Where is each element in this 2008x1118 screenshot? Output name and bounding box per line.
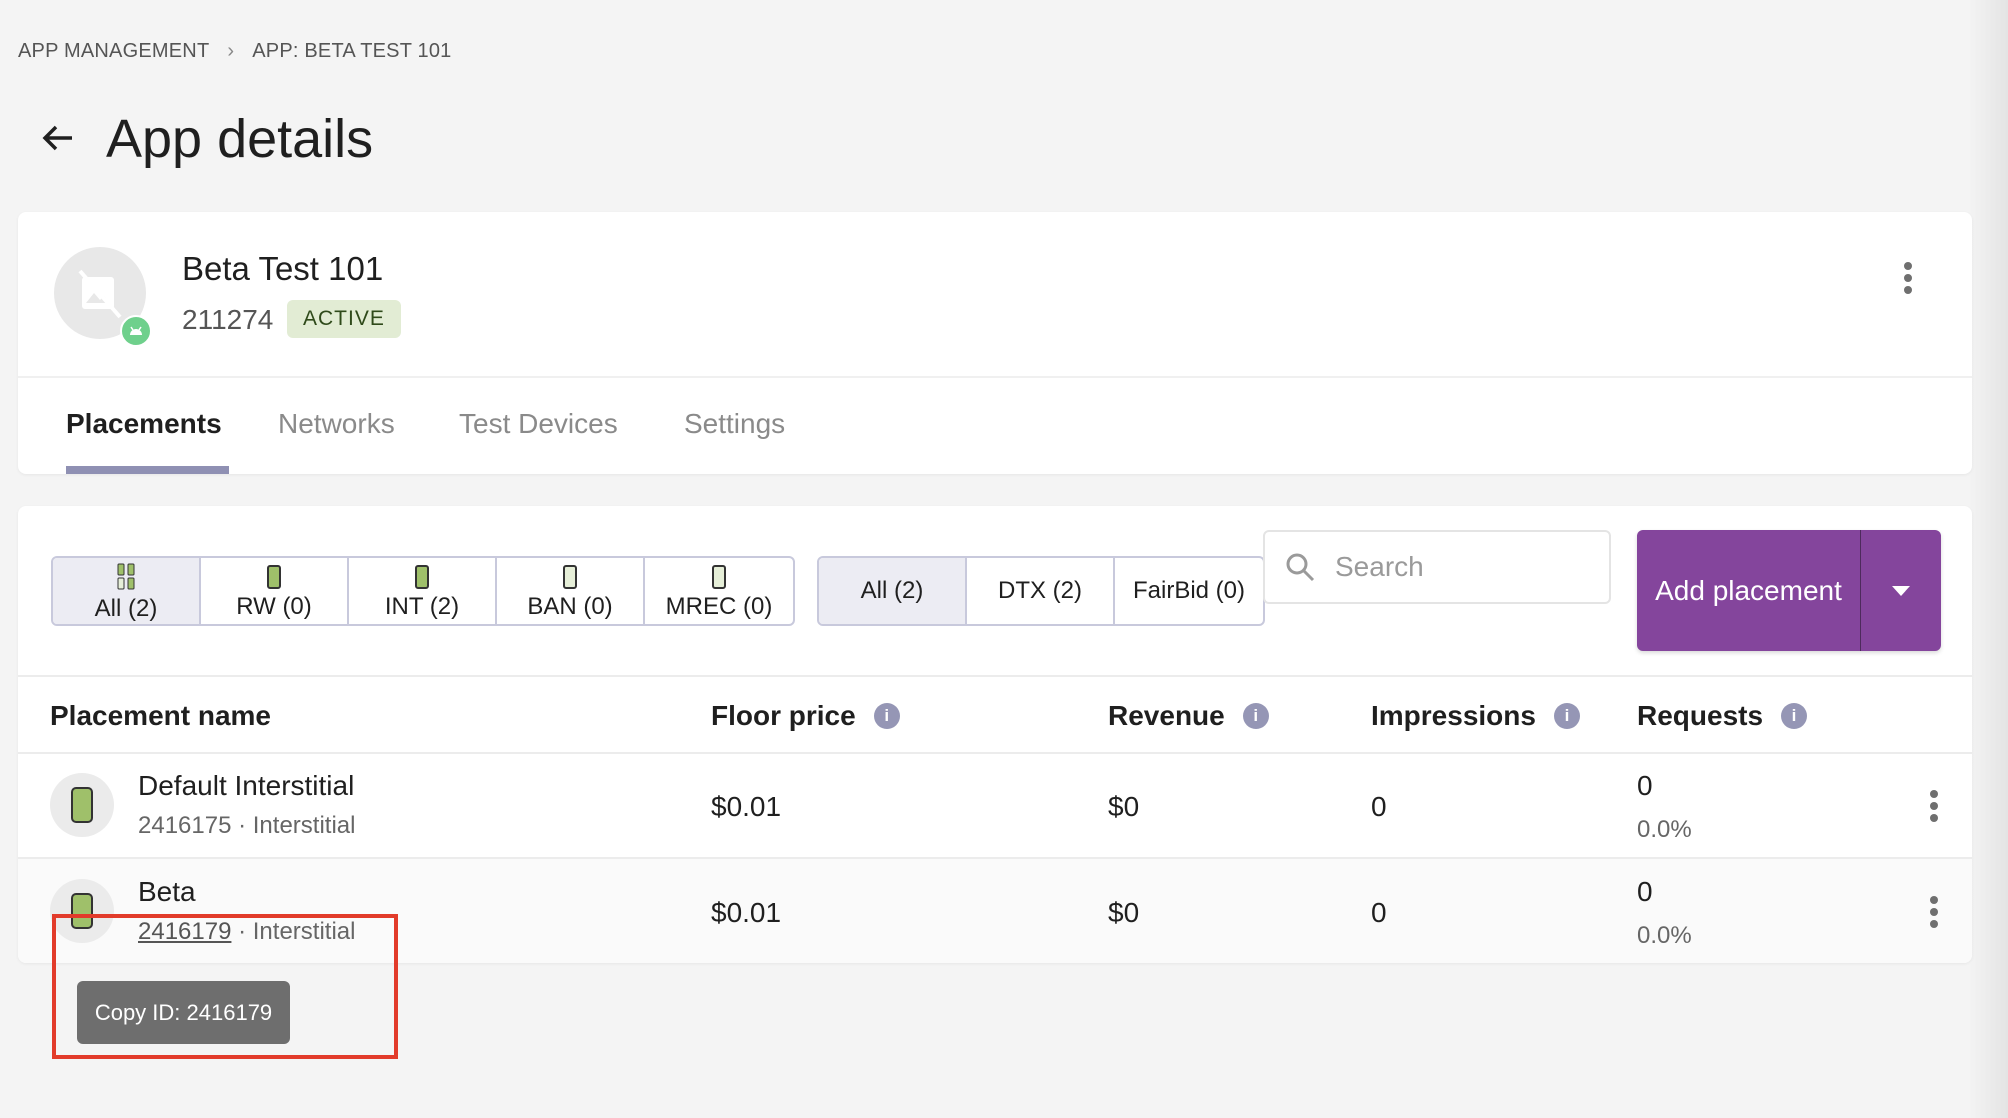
requests-percent: 0.0% [1637,816,1692,843]
highlight-box [52,914,398,1059]
placement-meta: 2416179 · Interstitial [138,918,356,945]
mrec-icon [712,565,726,589]
copy-id-tooltip: Copy ID: 2416179 [77,981,290,1044]
column-label: Placement name [50,700,271,731]
filter-all[interactable]: All (2) [53,558,201,624]
column-header-name[interactable]: Placement name [50,700,271,732]
row-more-menu-icon[interactable] [1924,896,1944,928]
placement-type: Interstitial [252,812,356,839]
column-label: Requests [1637,700,1764,731]
app-name: Beta Test 101 [182,250,384,287]
banner-icon [563,565,577,589]
interstitial-icon [415,565,429,589]
divider [18,376,1972,378]
requests-percent: 0.0% [1637,922,1692,949]
filter-mrec[interactable]: MREC (0) [645,558,793,624]
requests: 0 [1637,770,1653,801]
info-icon[interactable]: i [1242,703,1269,729]
search-icon [1286,553,1315,582]
table-row[interactable] [18,857,1972,963]
floor-price: $0.01 [711,791,782,822]
placement-name[interactable]: Default Interstitial [138,770,355,801]
column-label: Revenue [1108,700,1225,731]
active-tab-indicator [66,466,229,474]
filter-label: MREC (0) [665,593,773,620]
interstitial-icon [71,893,93,929]
app-id: 211274 [182,304,274,335]
row-more-menu-icon[interactable] [1924,790,1944,822]
placement-icon [50,773,114,837]
source-filter: All (2) DTX (2) FairBid (0) [817,556,1265,626]
impressions: 0 [1371,897,1387,928]
table-row[interactable] [18,752,1972,857]
placement-id[interactable]: 2416175 [138,812,232,839]
column-header-requests[interactable]: Requests i [1637,700,1808,732]
requests: 0 [1637,876,1653,907]
info-icon[interactable]: i [873,703,900,729]
column-header-floor-price[interactable]: Floor price i [711,700,900,732]
breadcrumb-app-management[interactable]: APP MANAGEMENT [18,40,210,62]
back-arrow-icon[interactable] [38,118,78,158]
app-header-card [18,212,1972,474]
source-fairbid[interactable]: FairBid (0) [1132,577,1246,604]
add-placement-button[interactable]: Add placement [1637,530,1941,651]
ad-type-filter: All (2) RW (0) INT (2) BAN (0) MREC (0) [51,556,795,626]
chevron-right-icon: › [227,40,235,62]
impressions: 0 [1371,791,1387,822]
page-edge-shadow [1968,0,2008,1118]
page-title: App details [106,109,374,169]
filter-int[interactable]: INT (2) [349,558,497,624]
status-badge: ACTIVE [287,300,401,338]
source-dtx[interactable]: DTX (2) [967,558,1115,624]
interstitial-icon [71,787,93,823]
placement-id-link[interactable]: 2416179 [138,918,232,945]
all-formats-icon [117,563,135,590]
tab-networks[interactable]: Networks [278,408,395,439]
divider [18,675,1972,677]
floor-price: $0.01 [711,897,782,928]
search-box[interactable] [1263,530,1611,604]
column-label: Impressions [1371,700,1536,731]
column-header-impressions[interactable]: Impressions i [1371,700,1580,732]
rewarded-icon [267,565,281,589]
info-icon[interactable]: i [1781,703,1808,729]
source-all[interactable]: All (2) [819,558,967,624]
breadcrumb-current: APP: BETA TEST 101 [252,40,452,62]
filter-rw[interactable]: RW (0) [201,558,349,624]
breadcrumb: APP MANAGEMENT › APP: BETA TEST 101 [18,40,452,63]
tab-placements[interactable]: Placements [66,408,222,439]
placement-meta: 2416175 · Interstitial [138,812,356,839]
app-more-menu-icon[interactable] [1898,262,1918,294]
no-image-icon [78,269,122,319]
filter-label: All (2) [94,595,158,622]
revenue: $0 [1108,791,1140,822]
placement-icon [50,879,114,943]
placement-name[interactable]: Beta [138,876,196,907]
tab-settings[interactable]: Settings [684,408,786,439]
info-icon[interactable]: i [1553,703,1580,729]
add-placement-label[interactable]: Add placement [1637,530,1861,651]
filter-label: BAN (0) [527,593,613,620]
revenue: $0 [1108,897,1140,928]
filter-label: RW (0) [236,593,312,620]
column-header-revenue[interactable]: Revenue i [1108,700,1269,732]
placement-type: Interstitial [252,918,356,945]
caret-down-icon [1892,585,1910,596]
filter-ban[interactable]: BAN (0) [497,558,645,624]
android-icon [120,315,152,347]
search-input[interactable] [1335,551,1595,583]
add-placement-dropdown[interactable] [1861,530,1941,651]
column-label: Floor price [711,700,856,731]
tab-test-devices[interactable]: Test Devices [459,408,618,439]
filter-label: INT (2) [384,593,460,620]
